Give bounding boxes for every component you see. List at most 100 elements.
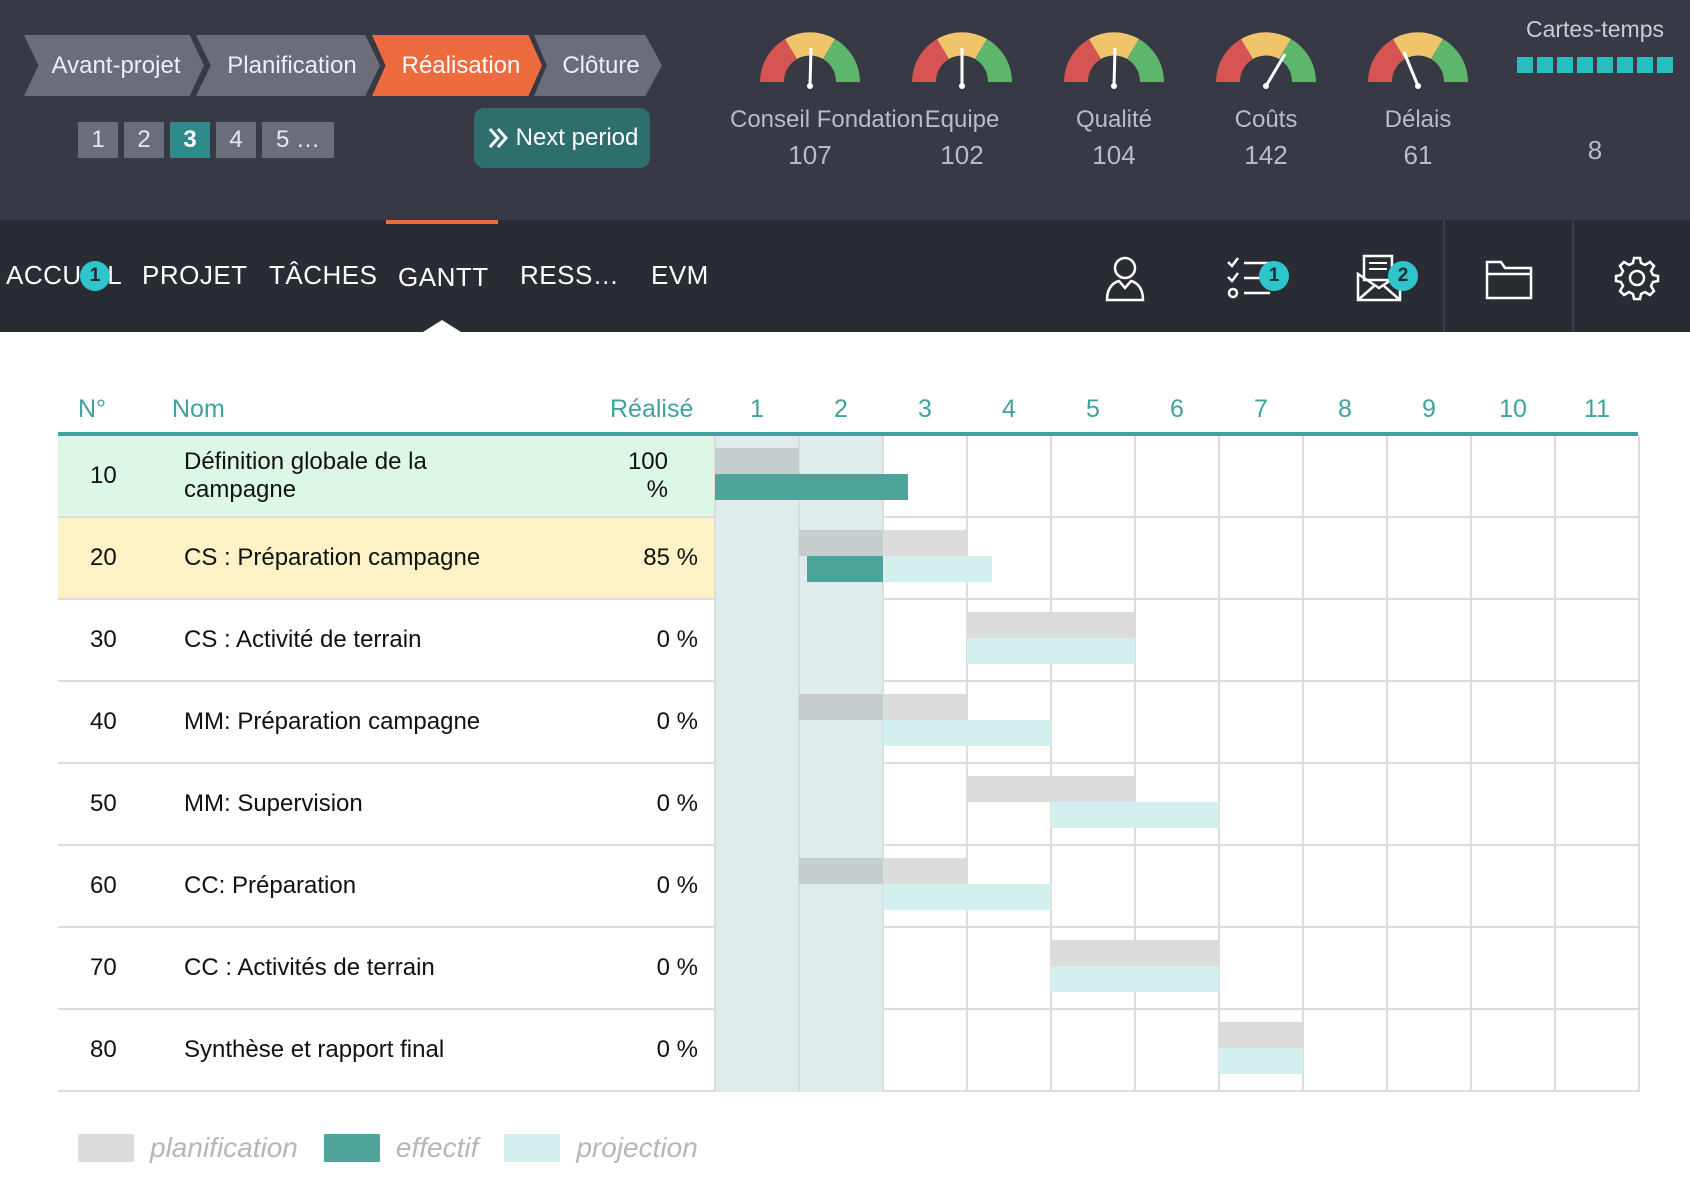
- col-header-real: Réalisé: [610, 395, 694, 423]
- task-name: Synthèse et rapport final: [184, 1036, 445, 1063]
- timesheet-square: [1537, 57, 1553, 73]
- grid-line: [1050, 436, 1052, 1092]
- grid-line: [966, 436, 968, 1092]
- gauge-couts: Coûts 142: [1186, 22, 1346, 171]
- timesheet-square: [1657, 57, 1673, 73]
- planning-bar: [883, 858, 967, 884]
- timesheet-square: [1517, 57, 1533, 73]
- task-name: CS : Préparation campagne: [184, 544, 481, 571]
- grid-line: [1218, 436, 1220, 1092]
- projection-bar: [1051, 966, 1219, 992]
- header-rule: [58, 432, 1638, 436]
- task-progress: 0 %: [656, 872, 698, 899]
- folder-icon[interactable]: [1481, 250, 1537, 306]
- grid-line: [714, 436, 716, 1092]
- gauge-qualite: Qualité 104: [1034, 22, 1194, 171]
- period-button-2[interactable]: 2: [124, 122, 164, 158]
- timesheet-square: [1577, 57, 1593, 73]
- period-header-7: 7: [1254, 395, 1268, 423]
- legend-item-effectif: effectif: [323, 1132, 478, 1164]
- task-progress: 0 %: [656, 1036, 698, 1063]
- legend-swatch: [323, 1134, 380, 1162]
- planning-bar: [883, 530, 967, 556]
- period-header-10: 10: [1499, 395, 1527, 423]
- period-button-more[interactable]: 5 …: [262, 122, 335, 158]
- table-row[interactable]: 20 CS : Préparation campagne 85 %: [58, 518, 1638, 600]
- tab-projet[interactable]: PROJET: [142, 260, 248, 290]
- projection-bar: [883, 720, 1051, 746]
- legend-swatch: [78, 1134, 134, 1162]
- planning-bar: [1135, 940, 1219, 966]
- tab-evm[interactable]: EVM: [651, 260, 709, 290]
- period-header-11: 11: [1584, 395, 1610, 423]
- task-number: 80: [90, 1036, 117, 1063]
- gantt-header: N° Nom Réalisé 1 2 3 4 5 6 7 8 9 10 11: [58, 385, 1638, 436]
- nav-separator: [1443, 220, 1445, 332]
- task-number: 60: [90, 872, 117, 899]
- gauge-dial-icon: [760, 32, 860, 89]
- legend-label: planification: [150, 1132, 298, 1163]
- active-tab-caret: [423, 320, 461, 332]
- task-progress: 0 %: [656, 790, 698, 817]
- task-progress: 85 %: [643, 544, 698, 571]
- user-icon[interactable]: [1097, 250, 1153, 306]
- period-button-1[interactable]: 1: [78, 122, 118, 158]
- gauge-delais: Délais 61: [1338, 22, 1498, 171]
- timesheet-square: [1557, 57, 1573, 73]
- grid-line: [1470, 436, 1472, 1092]
- gantt-legend: planification effectif projection: [78, 1132, 724, 1164]
- gauge-dial-icon: [1216, 32, 1316, 89]
- cartes-temps-value: 8: [1587, 135, 1603, 165]
- period-header-1: 1: [750, 395, 764, 423]
- cartes-temps[interactable]: Cartes-temps 8: [1510, 16, 1680, 166]
- gauge-label: Coûts: [1234, 106, 1298, 133]
- projection-bar: [1051, 802, 1219, 828]
- timesheet-square: [1637, 57, 1653, 73]
- checklist-icon[interactable]: [1222, 250, 1278, 306]
- nav-separator: [1572, 220, 1574, 332]
- period-header-2: 2: [834, 395, 848, 423]
- period-button-4[interactable]: 4: [216, 122, 256, 158]
- phase-planification[interactable]: Planification: [196, 35, 380, 96]
- planning-bar: [715, 448, 799, 474]
- accueil-badge: 1: [80, 261, 110, 291]
- phase-cloture[interactable]: Clôture: [534, 35, 662, 96]
- tab-taches[interactable]: TÂCHES: [269, 260, 378, 290]
- task-name: CS : Activité de terrain: [184, 626, 422, 653]
- period-pager: 1 2 3 4 5 …: [78, 122, 335, 158]
- gauge-dial-icon: [1368, 32, 1468, 89]
- planning-bar: [967, 776, 1051, 802]
- tab-ressources[interactable]: RESS…: [520, 260, 620, 290]
- effective-bar: [715, 474, 909, 500]
- main-nav: ACCUEIL 1 PROJET TÂCHES GANTT RESS… EVM …: [0, 220, 1690, 332]
- col-header-num: N°: [78, 395, 107, 423]
- mail-icon[interactable]: [1352, 250, 1408, 306]
- period-header-3: 3: [918, 395, 932, 423]
- next-period-button[interactable]: Next period: [474, 108, 650, 168]
- row-info: [58, 436, 715, 516]
- period-button-3[interactable]: 3: [170, 122, 210, 158]
- gear-icon[interactable]: [1609, 250, 1665, 306]
- tab-gantt[interactable]: GANTT: [398, 262, 489, 292]
- gantt-table: N° Nom Réalisé 1 2 3 4 5 6 7 8 9 10 11 10 Définitio…: [58, 385, 1640, 1092]
- gauge-label: Conseil Fondation: [730, 106, 924, 133]
- grid-line: [1134, 436, 1136, 1092]
- gauge-value: 142: [1244, 140, 1288, 170]
- planning-bar: [1051, 940, 1135, 966]
- phase-realisation[interactable]: Réalisation: [372, 35, 542, 96]
- legend-item-projection: projection: [504, 1132, 698, 1164]
- top-panel: Avant-projet Planification Réalisation C…: [0, 0, 1690, 220]
- gauge-dial-icon: [912, 32, 1012, 89]
- tasks-badge: 1: [1259, 261, 1289, 291]
- task-progress: 0 %: [656, 626, 698, 653]
- projection-bar: [967, 638, 1135, 664]
- planning-bar: [1051, 776, 1135, 802]
- col-header-name: Nom: [172, 395, 225, 423]
- next-period-label: Next period: [515, 124, 639, 151]
- grid-line: [798, 436, 800, 1092]
- task-number: 70: [90, 954, 117, 981]
- phase-avant-projet[interactable]: Avant-projet: [24, 35, 204, 96]
- task-progress: 0 %: [656, 954, 698, 981]
- task-name: CC : Activités de terrain: [184, 954, 435, 981]
- period-header-9: 9: [1422, 395, 1436, 423]
